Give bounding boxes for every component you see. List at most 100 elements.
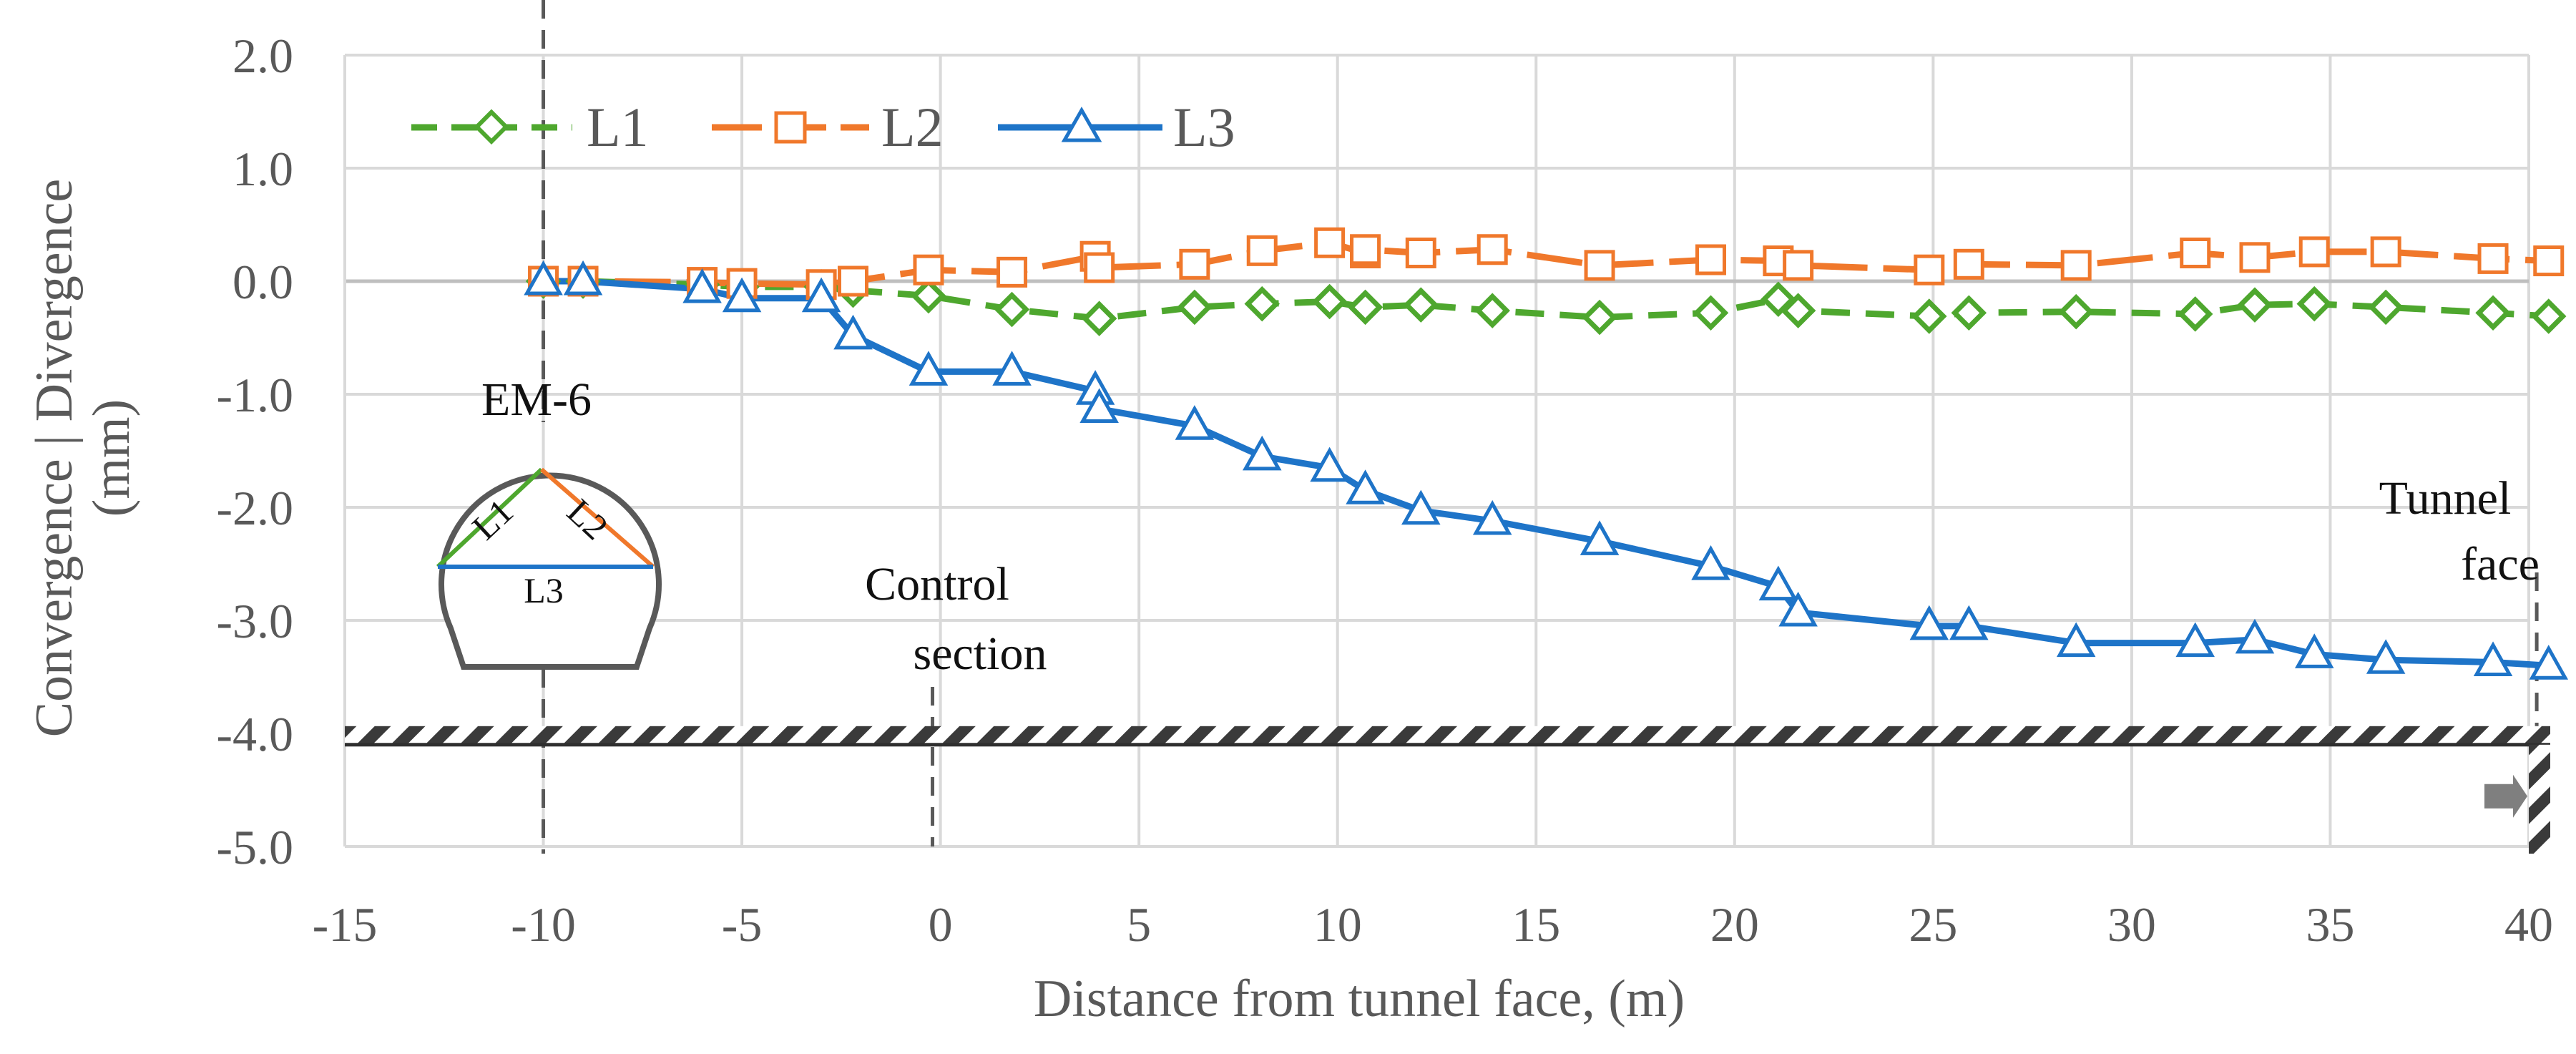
data-point-l3 (682, 268, 722, 303)
inset-line-l2 (540, 467, 655, 569)
data-point-l2 (913, 254, 944, 286)
data-point-l1 (911, 278, 946, 314)
data-point-l3 (563, 260, 603, 296)
data-point-l2 (2298, 236, 2330, 268)
tunnel-face-label-line1: Tunnel (2379, 472, 2512, 524)
data-point-l2 (1953, 248, 1984, 280)
tunnel-face-label-line2: face (2461, 538, 2540, 590)
data-point-l2 (2239, 242, 2271, 273)
data-point-l3 (992, 351, 1032, 386)
x-tick-label: 5 (1127, 897, 1151, 952)
inset-line-l1 (436, 467, 544, 569)
data-point-l2 (1405, 238, 1436, 268)
data-point-l3 (1242, 435, 1282, 471)
data-point-l1 (2475, 295, 2511, 331)
data-point-l3 (2366, 639, 2406, 674)
legend-marker-diamond (474, 109, 509, 145)
y-tick-label: -3.0 (216, 594, 293, 648)
data-point-l1 (1244, 286, 1280, 322)
data-point-l1 (1693, 295, 1729, 331)
data-point-l3 (2294, 633, 2334, 668)
legend-label-l2: L2 (881, 96, 944, 158)
x-axis-title: Distance from tunnel face, (m) (1034, 970, 1685, 1028)
data-point-l3 (2056, 622, 2096, 658)
data-point-l1 (1177, 289, 1213, 326)
em6-label: EM-6 (481, 374, 592, 426)
tunnel-cross-section-inset: L1 L2 L3 (436, 467, 662, 670)
data-point-l2 (2533, 245, 2565, 277)
tick-labels: -15 -10 -5 0 5 10 15 20 25 30 35 40 2.0 1.0 0.0 -1.0 -2.… (216, 29, 2553, 952)
data-point-l1 (1474, 293, 1510, 328)
data-point-l2 (2370, 236, 2401, 268)
y-tick-label: -1.0 (216, 368, 293, 422)
y-tick-label: -5.0 (216, 820, 293, 874)
x-tick-label: -5 (722, 897, 763, 952)
data-point-l2 (1084, 252, 1115, 283)
tunnel-face-hatch (2529, 744, 2550, 854)
data-point-l1 (1951, 295, 1987, 331)
data-point-l3 (2175, 622, 2215, 658)
data-point-l2 (1179, 248, 1210, 280)
legend-label-l3: L3 (1173, 96, 1235, 158)
data-point-l3 (1691, 545, 1730, 580)
data-point-l1 (1347, 289, 1384, 326)
data-point-l1 (2368, 289, 2404, 326)
data-point-l3 (1310, 447, 1349, 482)
y-axis-title-line2: (mm) (82, 399, 141, 517)
data-point-l3 (2473, 641, 2513, 676)
data-point-l3 (833, 314, 873, 350)
x-tick-label: 0 (929, 897, 953, 952)
data-point-l2 (2180, 238, 2211, 268)
series-layer (524, 227, 2569, 680)
y-tick-label: 0.0 (232, 255, 293, 309)
y-tick-label: -4.0 (216, 707, 293, 761)
legend-marker-triangle (1061, 106, 1102, 142)
data-point-l3 (1472, 499, 1512, 535)
legend-item-l3: L3 (998, 96, 1235, 158)
data-point-l3 (722, 277, 762, 313)
data-point-l2 (1783, 250, 1814, 281)
y-tick-label: 2.0 (232, 29, 293, 83)
x-tick-label: 30 (2107, 897, 2156, 952)
data-point-l3 (1079, 388, 1119, 424)
data-point-l1 (1911, 298, 1947, 334)
data-point-l1 (1311, 283, 1348, 320)
data-point-l1 (1582, 299, 1617, 336)
data-point-l3 (1346, 469, 1385, 504)
data-point-l3 (1580, 520, 1620, 555)
data-point-l2 (1350, 234, 1381, 265)
hatched-band (345, 726, 2550, 745)
data-point-l3 (2529, 645, 2569, 680)
legend-item-l1: L1 (411, 96, 649, 158)
x-tick-label: 15 (1512, 897, 1560, 952)
data-point-l1 (2296, 286, 2332, 322)
x-tick-label: 20 (1710, 897, 1759, 952)
x-tick-label: 40 (2504, 897, 2553, 952)
y-axis-title-line1: Convergence | Divergence (25, 179, 84, 738)
data-point-l2 (1246, 235, 1278, 266)
hatched-boundary (345, 726, 2550, 854)
legend: L1 L2 L3 (411, 96, 1235, 158)
data-point-l1 (1780, 293, 1816, 328)
data-point-l1 (2237, 287, 2273, 323)
data-point-l3 (1401, 489, 1441, 525)
data-point-l3 (1949, 605, 1989, 640)
data-point-l3 (801, 277, 841, 313)
data-point-l3 (1778, 591, 1818, 627)
data-point-l2 (838, 265, 869, 297)
inset-label-l3: L3 (524, 570, 564, 610)
data-point-l3 (1175, 405, 1215, 440)
control-section-label-line1: Control (865, 558, 1009, 610)
legend-marker-square (774, 111, 807, 144)
data-point-l3 (1909, 605, 1949, 640)
data-point-l1 (2058, 293, 2094, 330)
x-tick-label: 10 (1313, 897, 1362, 952)
data-point-l2 (996, 256, 1028, 288)
data-point-l2 (2477, 243, 2509, 274)
x-tick-label: 25 (1909, 897, 1957, 952)
x-tick-label: -15 (313, 897, 378, 952)
x-tick-label: 35 (2306, 897, 2354, 952)
legend-item-l2: L2 (712, 96, 944, 158)
data-point-l2 (1476, 234, 1508, 265)
